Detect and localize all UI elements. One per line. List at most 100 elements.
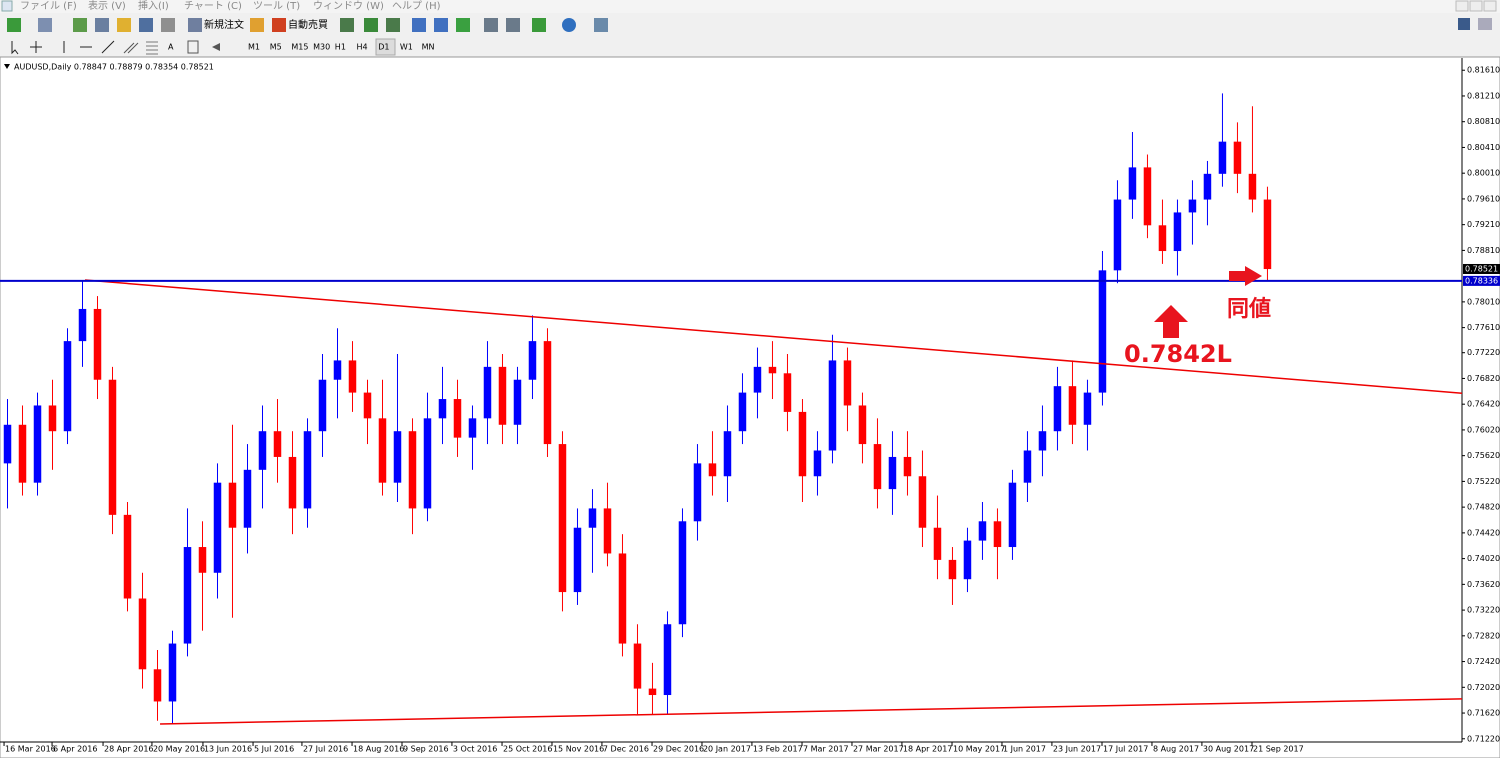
- menu-item[interactable]: チャート (C): [184, 0, 242, 12]
- axes: 0.81610 0.81210 0.80810 0.80410 0.80010 0.796…: [3, 66, 1500, 754]
- y-tick-label: 0.73620: [1467, 580, 1500, 589]
- candle-body: [768, 366, 777, 374]
- icon[interactable]: [484, 18, 498, 32]
- chat[interactable]: [1478, 18, 1492, 30]
- timeframe-button[interactable]: M5: [270, 43, 282, 52]
- icon[interactable]: [117, 18, 131, 32]
- candle-body: [1188, 199, 1197, 213]
- icon[interactable]: [434, 18, 448, 32]
- icon[interactable]: [250, 18, 264, 32]
- icon[interactable]: [456, 18, 470, 32]
- menu-item[interactable]: ヘルプ (H): [392, 0, 441, 12]
- restore[interactable]: [1469, 0, 1483, 12]
- icon[interactable]: [188, 18, 202, 32]
- candle-body: [843, 360, 852, 406]
- collapse-icon[interactable]: [4, 64, 10, 69]
- timeframe-button[interactable]: D1: [378, 43, 389, 52]
- toolbar-icons: [7, 18, 1492, 32]
- toolbar-button[interactable]: 新規注文: [204, 18, 244, 31]
- close[interactable]: [1483, 0, 1497, 12]
- menu-item[interactable]: ファイル (F): [20, 1, 77, 12]
- up-arrow: [1154, 305, 1188, 338]
- timeframe-button[interactable]: M15: [291, 43, 308, 52]
- price-tag: [1463, 275, 1500, 286]
- y-tick-label: 0.76420: [1467, 400, 1500, 409]
- y-tick-label: 0.77220: [1467, 348, 1500, 357]
- timeframe-button[interactable]: W1: [400, 43, 413, 52]
- right-arrow: [1229, 266, 1262, 286]
- candle-body: [213, 482, 222, 573]
- menu-item[interactable]: 挿入(I): [138, 0, 169, 12]
- candle-body: [708, 463, 717, 477]
- icon[interactable]: [73, 18, 87, 32]
- candle-body: [393, 431, 402, 483]
- y-tick-label: 0.72420: [1467, 657, 1500, 666]
- icon[interactable]: [95, 18, 109, 32]
- timeframe-button[interactable]: M1: [248, 43, 260, 52]
- text-tool[interactable]: A: [168, 43, 174, 52]
- icon[interactable]: [340, 18, 354, 32]
- candle-body: [828, 360, 837, 451]
- icon[interactable]: [161, 18, 175, 32]
- candle-body: [978, 521, 987, 541]
- candle-body: [1008, 482, 1017, 548]
- fibo-tool[interactable]: [146, 41, 158, 55]
- y-tick-label: 0.79210: [1467, 220, 1500, 229]
- candle-body: [303, 431, 312, 509]
- timeframe-button[interactable]: H1: [335, 43, 346, 52]
- icon[interactable]: [386, 18, 400, 32]
- candle-body: [378, 418, 387, 483]
- channel-tool[interactable]: [123, 42, 139, 54]
- icon[interactable]: [272, 18, 286, 32]
- y-tick-label: 0.76020: [1467, 425, 1500, 434]
- icon[interactable]: [562, 18, 576, 32]
- label-tool[interactable]: [187, 40, 199, 54]
- timeframe-button[interactable]: M30: [313, 43, 330, 52]
- candle-body: [1173, 212, 1182, 252]
- y-tick-label: 0.78810: [1467, 246, 1500, 255]
- candle-body: [153, 669, 162, 702]
- minimize[interactable]: [1455, 0, 1469, 12]
- x-tick-label: 23 Jun 2017: [1053, 745, 1101, 754]
- search[interactable]: [1458, 18, 1470, 30]
- candle-body: [1068, 386, 1077, 425]
- candle-body: [1158, 225, 1167, 252]
- icon[interactable]: [7, 18, 21, 32]
- crosshair-tool[interactable]: [30, 41, 42, 53]
- timeframe-button[interactable]: H4: [357, 43, 368, 52]
- timeframe-button[interactable]: MN: [422, 43, 435, 52]
- icon[interactable]: [38, 18, 52, 32]
- candle-body: [678, 521, 687, 625]
- trendline-tool[interactable]: [101, 40, 115, 54]
- x-tick-label: 15 Nov 2016: [553, 745, 604, 754]
- y-tick-label: 0.71620: [1467, 709, 1500, 718]
- candle-body: [453, 399, 462, 438]
- y-tick-label: 0.74420: [1467, 528, 1500, 537]
- menu-item[interactable]: ウィンドウ (W): [313, 0, 384, 12]
- x-tick-label: 29 Dec 2016: [653, 745, 704, 754]
- x-tick-label: 20 Jan 2017: [703, 745, 751, 754]
- menu-item[interactable]: ツール (T): [253, 1, 300, 12]
- y-tick-label: 0.72820: [1467, 631, 1500, 640]
- candle-body: [288, 456, 297, 509]
- candle-body: [123, 514, 132, 599]
- candle-body: [858, 405, 867, 445]
- candle-body: [1203, 173, 1212, 200]
- candle-body: [108, 379, 117, 515]
- icon[interactable]: [364, 18, 378, 32]
- icon[interactable]: [139, 18, 153, 32]
- arrow-tool[interactable]: [212, 43, 220, 51]
- trendline: [160, 698, 1462, 725]
- cursor-tool[interactable]: [11, 41, 19, 55]
- menu-item[interactable]: 表示 (V): [88, 0, 126, 12]
- candle-body: [78, 308, 87, 342]
- toolbar-button[interactable]: 自動売買: [288, 18, 328, 31]
- candle-body: [438, 399, 447, 419]
- icon[interactable]: [412, 18, 426, 32]
- icon[interactable]: [594, 18, 608, 32]
- x-tick-label: 21 Sep 2017: [1253, 745, 1304, 754]
- candle-body: [558, 444, 567, 593]
- candle-body: [1098, 270, 1107, 393]
- icon[interactable]: [532, 18, 546, 32]
- icon[interactable]: [506, 18, 520, 32]
